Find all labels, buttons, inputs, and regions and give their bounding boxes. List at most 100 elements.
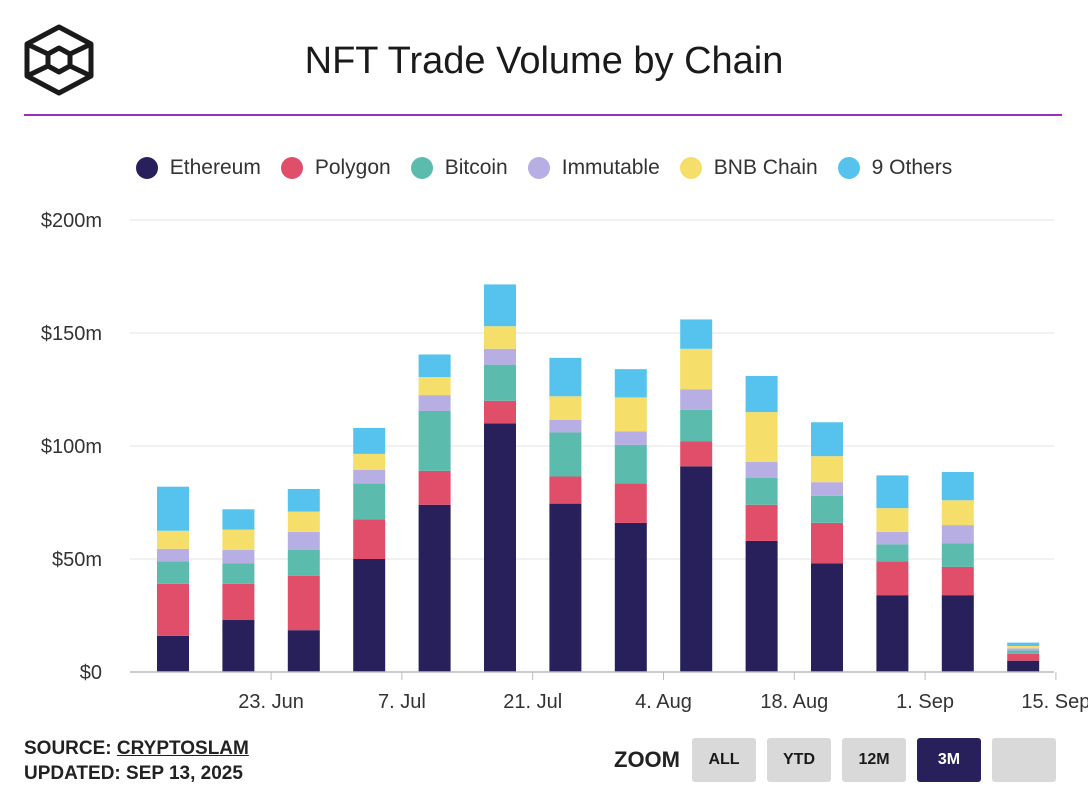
y-tick-label: $50m: [52, 549, 102, 571]
bar-segment-bitcoin: [418, 410, 451, 471]
bar-segment-9-others: [353, 427, 386, 454]
bar-segment-bnb-chain: [353, 453, 386, 470]
bar-segment-bnb-chain: [549, 396, 582, 421]
bar-segment-immutable: [157, 548, 189, 562]
bar-segment-polygon: [157, 583, 189, 636]
bar-segment-bnb-chain: [222, 529, 255, 550]
chart-footer: SOURCE: CRYPTOSLAM UPDATED: SEP 13, 2025: [24, 736, 249, 786]
bar-segment-bitcoin: [222, 563, 255, 584]
bar-segment-bitcoin: [876, 544, 909, 562]
zoom-label: ZOOM: [614, 747, 680, 772]
zoom-ytd-button[interactable]: YTD: [767, 738, 831, 782]
y-tick-label: $100m: [41, 436, 102, 458]
bar-segment-ethereum: [876, 595, 909, 672]
legend-marker: [280, 157, 303, 179]
bar-segment-immutable: [287, 531, 320, 550]
bar-segment-polygon: [418, 470, 451, 505]
bar-segment-bitcoin: [549, 432, 582, 477]
legend-item-immutable[interactable]: Immutable: [527, 156, 660, 180]
bar-segment-bitcoin: [745, 477, 778, 505]
bar-segment-9-others: [287, 488, 320, 512]
y-tick-label: $150m: [41, 323, 102, 345]
bar-segment-ethereum: [549, 503, 582, 672]
source-line: SOURCE: CRYPTOSLAM: [24, 736, 249, 761]
bar-segment-9-others: [222, 509, 255, 530]
bar-segment-immutable: [614, 431, 647, 445]
bar-segment-ethereum: [484, 423, 516, 672]
bar-segment-bnb-chain: [418, 377, 451, 396]
legend-item-bnb-chain[interactable]: BNB Chain: [679, 156, 818, 180]
bar-segment-9-others: [418, 354, 451, 378]
legend-item-polygon[interactable]: Polygon: [280, 156, 391, 180]
legend-marker: [410, 157, 433, 179]
x-tick-label: 1. Sep: [896, 691, 954, 713]
bar-segment-bitcoin: [614, 444, 647, 484]
bar-segment-polygon: [287, 575, 320, 631]
bar-segment-bnb-chain: [157, 530, 189, 549]
bar-segment-immutable: [418, 395, 451, 411]
bar-segment-bnb-chain: [484, 326, 516, 349]
x-tick-label: 18. Aug: [760, 691, 828, 713]
y-tick-label: $0: [80, 662, 102, 684]
bar-segment-bitcoin: [287, 549, 320, 576]
bar-segment-bnb-chain: [1007, 646, 1040, 649]
bar-segment-9-others: [941, 471, 974, 501]
bar-segment-ethereum: [680, 466, 713, 672]
bar-segment-immutable: [876, 531, 909, 545]
legend-label: Polygon: [314, 156, 391, 179]
bar-segment-bnb-chain: [680, 348, 713, 390]
bar-segment-bitcoin: [680, 409, 713, 442]
bar-segment-polygon: [876, 561, 909, 596]
bar-segment-bnb-chain: [614, 397, 647, 432]
bar-segment-9-others: [745, 375, 778, 413]
zoom-extra-button[interactable]: [992, 738, 1056, 782]
legend-label: Ethereum: [169, 156, 261, 179]
zoom-control: ZOOM ALL YTD 12M 3M: [614, 738, 1056, 782]
bar-segment-polygon: [484, 400, 516, 424]
bar-segment-polygon: [1007, 653, 1040, 661]
cryptoslam-logo: [24, 24, 94, 96]
legend-label: 9 Others: [871, 156, 953, 179]
x-tick-label: 4. Aug: [635, 691, 692, 713]
bar-segment-ethereum: [811, 563, 843, 672]
bar-segment-ethereum: [1007, 660, 1040, 672]
bar-segment-9-others: [876, 475, 909, 509]
bar-segment-bitcoin: [353, 483, 386, 520]
bar-segment-9-others: [1007, 642, 1040, 647]
bar-segment-immutable: [222, 549, 255, 564]
bar-segment-polygon: [811, 522, 843, 564]
zoom-3m-button[interactable]: 3M: [917, 738, 981, 782]
bar-segment-polygon: [614, 483, 647, 523]
legend-item-bitcoin[interactable]: Bitcoin: [410, 156, 508, 180]
bar-segment-9-others: [484, 284, 516, 327]
bar-segment-polygon: [680, 441, 713, 467]
bar-segment-9-others: [680, 319, 713, 349]
bar-segment-bitcoin: [811, 495, 843, 523]
bar-segment-bnb-chain: [941, 500, 974, 526]
bar-segment-ethereum: [745, 540, 778, 672]
zoom-all-button[interactable]: ALL: [692, 738, 756, 782]
bar-segment-bitcoin: [941, 543, 974, 567]
legend-item-9-others[interactable]: 9 Others: [837, 156, 953, 180]
bar-segment-9-others: [157, 486, 189, 531]
bar-segment-ethereum: [287, 630, 320, 672]
bar-segment-9-others: [811, 422, 843, 457]
bar-segment-polygon: [222, 583, 255, 621]
legend-marker: [527, 157, 550, 179]
bar-segment-bnb-chain: [745, 412, 778, 462]
bar-segment-ethereum: [941, 595, 974, 672]
bar-segment-immutable: [353, 469, 386, 484]
source-link[interactable]: CRYPTOSLAM: [116, 738, 249, 759]
bar-segment-ethereum: [222, 620, 255, 672]
legend-item-ethereum[interactable]: Ethereum: [135, 156, 261, 180]
x-tick-label: 15. Sep: [1021, 691, 1088, 713]
bar-segment-polygon: [353, 519, 386, 559]
legend-label: Bitcoin: [444, 156, 508, 179]
zoom-12m-button[interactable]: 12M: [842, 738, 906, 782]
x-tick-label: 23. Jun: [238, 691, 304, 713]
bar-segment-bnb-chain: [287, 511, 320, 532]
bar-segment-polygon: [941, 566, 974, 596]
bar-segment-immutable: [745, 461, 778, 478]
title-divider: [24, 114, 1062, 116]
bar-segment-immutable: [941, 525, 974, 544]
